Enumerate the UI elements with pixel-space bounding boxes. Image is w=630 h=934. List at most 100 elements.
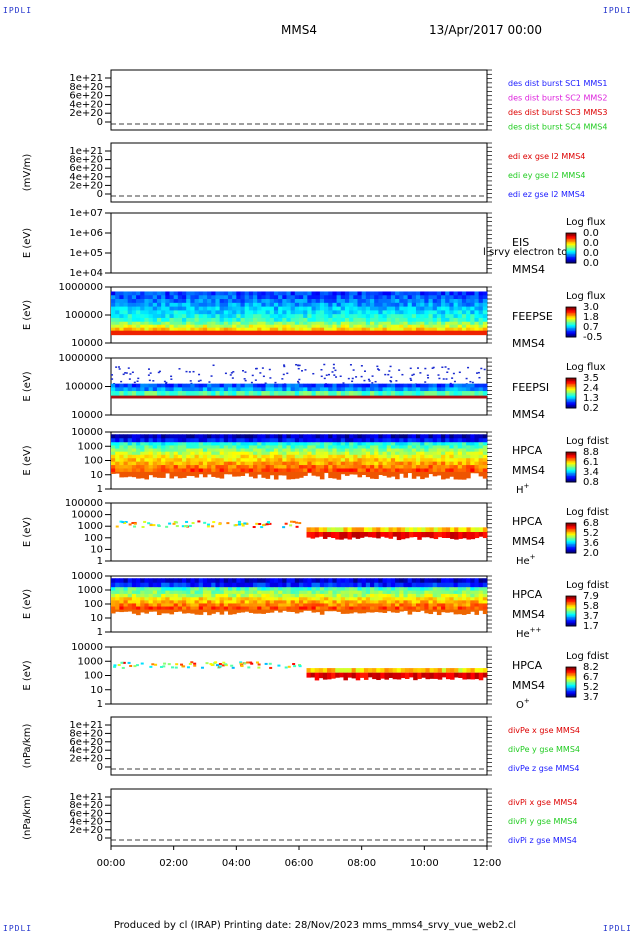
heatmap-cell [265, 468, 271, 473]
heatmap-cell [457, 606, 463, 610]
heatmap-cell [273, 383, 279, 388]
heatmap-cell [136, 302, 141, 307]
heatmap-cell [386, 302, 392, 307]
heatmap-cell [265, 461, 271, 466]
heatmap-dot [157, 371, 160, 374]
heatmap-cell [335, 527, 340, 532]
heatmap-cell [403, 587, 409, 591]
heatmap-cell [328, 317, 333, 323]
heatmap-cell [436, 383, 442, 388]
heatmap-cell [173, 387, 179, 392]
heatmap-cell [315, 306, 321, 311]
heatmap-cell [411, 442, 417, 446]
heatmap-cell [457, 434, 463, 439]
heatmap-cell [353, 302, 358, 307]
heatmap-cell [344, 600, 350, 604]
heatmap-dot [170, 666, 174, 669]
heatmap-cell [299, 291, 304, 296]
heatmap-cell [290, 606, 296, 610]
heatmap-cell [127, 600, 133, 604]
heatmap-cell [395, 578, 400, 584]
heatmap-cell [161, 590, 166, 595]
heatmap-cell [232, 387, 237, 392]
panel-frame [110, 716, 488, 776]
heatmap-cell [324, 448, 329, 453]
heatmap-cell [227, 600, 233, 604]
heatmap-cell [211, 600, 216, 604]
heatmap-cell [269, 454, 275, 459]
heatmap-cell [186, 317, 191, 323]
heatmap-dot [465, 377, 468, 380]
heatmap-dot [257, 666, 261, 669]
heatmap-cell [177, 468, 183, 473]
heatmap-cell [461, 600, 467, 604]
heatmap-cell [161, 600, 166, 604]
heatmap-cell [409, 668, 414, 673]
heatmap-dot [293, 665, 297, 668]
heatmap-cell [331, 668, 336, 673]
heatmap-cell [223, 587, 229, 591]
heatmap-cell [470, 461, 475, 466]
heatmap-cell [349, 310, 354, 315]
heatmap-cell [219, 291, 225, 296]
heatmap-cell [324, 445, 329, 449]
heatmap-cell [119, 291, 124, 296]
heatmap-cell [244, 291, 250, 296]
heatmap-cell [165, 593, 170, 598]
heatmap-cell [219, 324, 225, 329]
colorbar-tick-label: 6.8 [583, 518, 599, 529]
heatmap-cell [417, 668, 422, 673]
y-tick-label: 100 [84, 533, 103, 544]
heatmap-cell [115, 327, 120, 332]
heatmap-cell [248, 321, 254, 326]
heatmap-cell [399, 468, 404, 473]
heatmap-cell [357, 609, 363, 614]
heatmap-cell [278, 445, 283, 449]
heatmap-cell [177, 609, 183, 612]
heatmap-cell [236, 291, 241, 296]
y-tick-label: 10000 [71, 510, 103, 521]
heatmap-dot [257, 663, 261, 666]
heatmap-cell [215, 468, 221, 473]
heatmap-cell [236, 471, 241, 477]
heatmap-cell [202, 600, 208, 604]
heatmap-cell [207, 438, 212, 443]
y-tick-label: 1000 [78, 521, 103, 532]
heatmap-cell [131, 609, 137, 614]
heatmap-cell [374, 461, 379, 466]
heatmap-cell [211, 317, 216, 323]
heatmap-cell [131, 383, 137, 388]
heatmap-cell [482, 387, 488, 392]
heatmap-cell [177, 302, 183, 307]
heatmap-cell [115, 321, 120, 326]
heatmap-cell [169, 471, 175, 479]
heatmap-cell [244, 451, 250, 456]
heatmap-dot [298, 378, 301, 381]
heatmap-dot [239, 662, 243, 665]
heatmap-cell [131, 597, 137, 601]
heatmap-cell [190, 314, 195, 319]
heatmap-cell [453, 442, 459, 446]
heatmap-cell [388, 672, 394, 678]
heatmap-cell [303, 314, 308, 319]
heatmap-cell [123, 606, 129, 610]
heatmap-cell [127, 609, 133, 612]
heatmap-cell [415, 454, 421, 459]
heatmap-cell [148, 451, 154, 456]
heatmap-cell [248, 587, 254, 591]
heatmap-cell [407, 454, 413, 459]
heatmap-cell [173, 383, 179, 388]
heatmap-cell [315, 327, 321, 332]
heatmap-cell [194, 582, 200, 588]
heatmap-dot [245, 522, 249, 525]
heatmap-cell [357, 593, 363, 598]
heatmap-cell [236, 468, 241, 473]
heatmap-cell [395, 442, 400, 446]
heatmap-cell [182, 461, 187, 466]
heatmap-cell [343, 668, 348, 673]
heatmap-cell [399, 465, 404, 469]
heatmap-cell [311, 445, 317, 449]
heatmap-cell [140, 306, 145, 311]
heatmap-cell [370, 438, 375, 443]
